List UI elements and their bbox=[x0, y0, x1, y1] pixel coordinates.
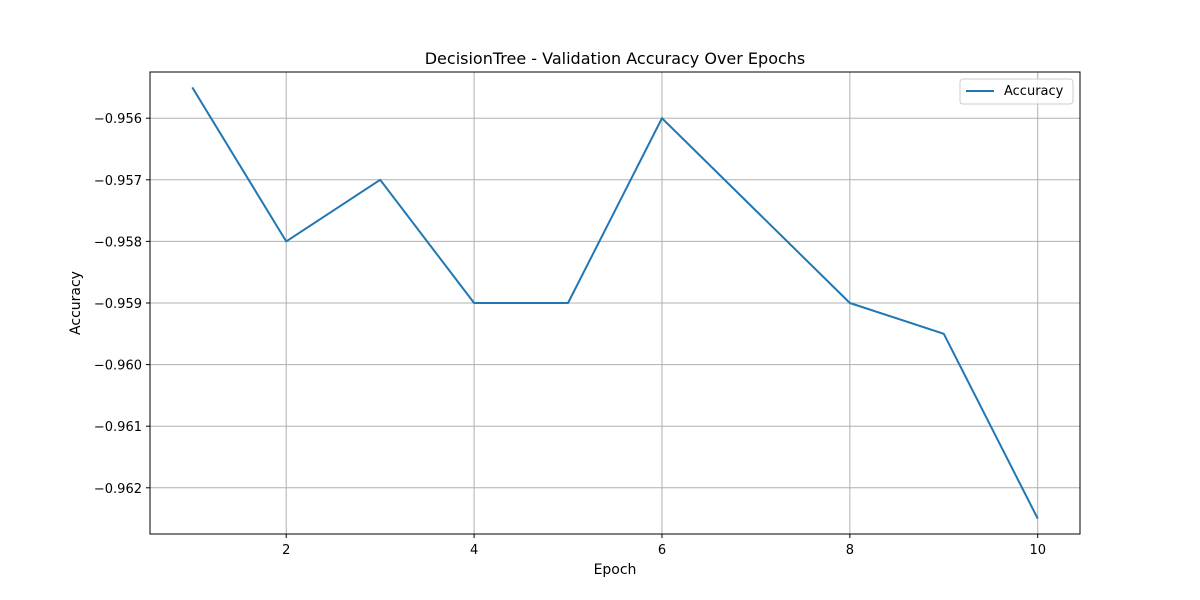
legend-box bbox=[959, 78, 1074, 105]
y-tick-label: −0.959 bbox=[94, 297, 142, 312]
series-layer bbox=[191, 86, 1039, 520]
x-tick-label: 8 bbox=[846, 543, 854, 558]
x-tick-label: 10 bbox=[1029, 543, 1046, 558]
y-tick-label: −0.960 bbox=[94, 359, 142, 374]
x-axis-ticks: 2 4 6 8 10 bbox=[282, 534, 1046, 558]
x-tick-label: 2 bbox=[282, 543, 290, 558]
y-tick-label: −0.957 bbox=[94, 174, 142, 189]
y-tick-label: −0.961 bbox=[94, 420, 142, 435]
legend-label-accuracy: Accuracy bbox=[1004, 84, 1064, 99]
y-tick-label: −0.958 bbox=[94, 235, 142, 250]
y-axis-label: Accuracy bbox=[68, 271, 84, 335]
x-axis-label: Epoch bbox=[594, 562, 637, 578]
y-tick-label: −0.962 bbox=[94, 482, 142, 497]
series-line-accuracy bbox=[191, 86, 1039, 520]
chart-title: DecisionTree - Validation Accuracy Over … bbox=[425, 49, 806, 68]
grid bbox=[150, 72, 1080, 534]
legend: Accuracy bbox=[959, 78, 1074, 105]
x-tick-label: 6 bbox=[658, 543, 666, 558]
y-tick-label: −0.956 bbox=[94, 112, 142, 127]
y-axis-ticks: −0.956 −0.957 −0.958 −0.959 −0.960 −0.961 −0.9… bbox=[94, 112, 150, 497]
x-tick-label: 4 bbox=[470, 543, 478, 558]
plot-frame bbox=[149, 71, 1081, 535]
